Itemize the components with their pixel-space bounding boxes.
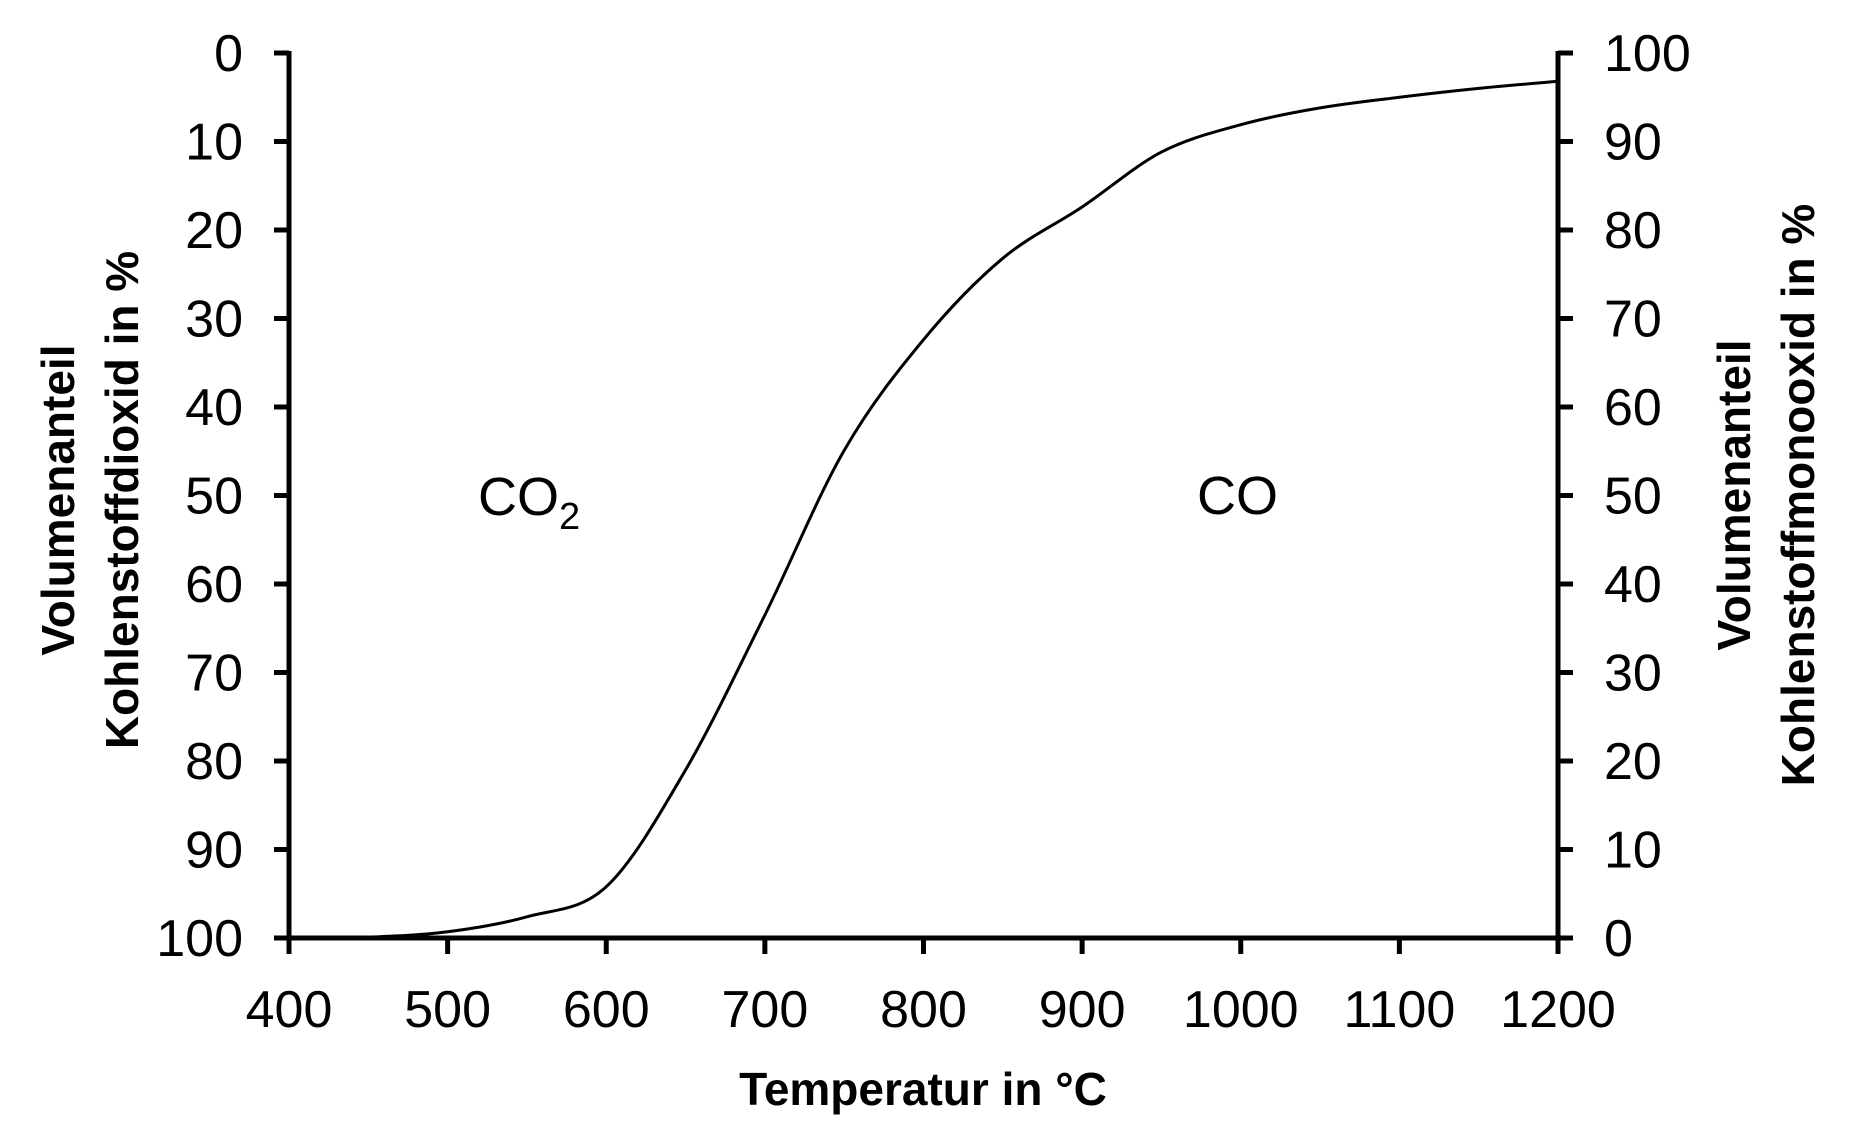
co2-region-label: CO2	[478, 467, 580, 538]
left-tick-label: 90	[185, 822, 243, 880]
right-tick-label: 40	[1604, 556, 1662, 614]
left-tick-label: 60	[185, 556, 243, 614]
x-tick-label: 900	[1039, 981, 1126, 1039]
right-tick-label: 80	[1604, 202, 1662, 260]
left-tick-label: 70	[185, 645, 243, 703]
right-tick-label: 20	[1604, 733, 1662, 791]
left-tick-label: 50	[185, 468, 243, 526]
right-tick-label: 30	[1604, 645, 1662, 703]
right-tick-label: 90	[1604, 114, 1662, 172]
right-tick-label: 70	[1604, 291, 1662, 349]
left-tick-label: 10	[185, 114, 243, 172]
x-tick-label: 1100	[1343, 981, 1455, 1039]
x-tick-label: 800	[880, 981, 967, 1039]
x-tick-label: 700	[721, 981, 808, 1039]
right-tick-label: 0	[1604, 910, 1633, 968]
co2-subscript: 2	[559, 496, 580, 538]
right-axis-title: Volumenanteil Kohlenstoffmonooxid in %	[1708, 204, 1824, 787]
right-axis-title-line2: Kohlenstoffmonooxid in %	[1772, 204, 1824, 787]
left-tick-label: 100	[156, 910, 243, 968]
right-axis-title-line1: Volumenanteil	[1708, 340, 1760, 651]
right-tick-label: 100	[1604, 25, 1691, 83]
x-tick-label: 400	[246, 981, 333, 1039]
left-axis-title-line2: Kohlenstoffdioxid in %	[96, 251, 148, 749]
x-ticks: 400 500 600 700 800 900 1000 1100 1200	[246, 938, 1616, 1039]
x-tick-label: 1000	[1183, 981, 1299, 1039]
x-tick-label: 500	[404, 981, 491, 1039]
left-axis-title-line1: Volumenanteil	[32, 345, 84, 656]
left-tick-label: 0	[214, 25, 243, 83]
right-tick-label: 10	[1604, 822, 1662, 880]
left-tick-label: 40	[185, 379, 243, 437]
co-region-label: CO	[1197, 466, 1278, 526]
left-axis-title: Volumenanteil Kohlenstoffdioxid in %	[32, 251, 148, 749]
left-tick-label: 80	[185, 733, 243, 791]
right-tick-label: 60	[1604, 379, 1662, 437]
left-tick-label: 30	[185, 291, 243, 349]
co2-co-curve	[288, 79, 1559, 940]
x-axis-title: Temperatur in °C	[739, 1063, 1107, 1115]
right-tick-label: 50	[1604, 468, 1662, 526]
left-tick-label: 20	[185, 202, 243, 260]
x-tick-label: 600	[563, 981, 650, 1039]
left-y-ticks: 0 10 20 30 40 50 60 70 80 90 100	[156, 25, 289, 968]
x-tick-label: 1200	[1500, 981, 1616, 1039]
